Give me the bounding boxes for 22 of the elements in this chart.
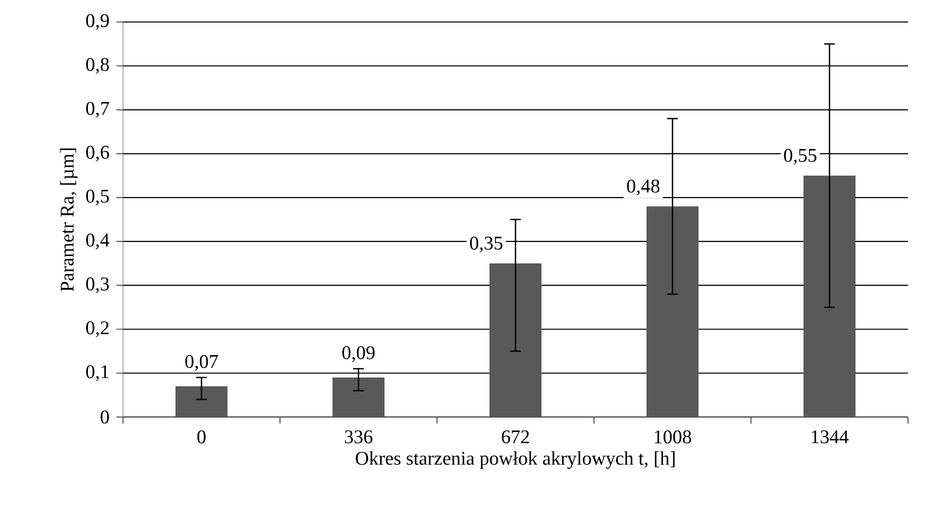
x-axis-title: Okres starzenia powłok akrylowych t, [h] <box>356 451 675 469</box>
x-tick-label: 1008 <box>654 430 692 444</box>
y-tick-label: 0,7 <box>86 102 110 118</box>
y-tick-label: 0,2 <box>86 321 109 338</box>
y-tick-label: 0,8 <box>86 58 109 74</box>
y-tick-label: 0 <box>100 410 109 424</box>
y-tick-label: 0,4 <box>86 234 110 250</box>
x-tick-label: 0 <box>197 430 206 444</box>
x-tick-label: 336 <box>344 430 372 444</box>
x-tick-label: 1344 <box>812 430 849 444</box>
data-label: 0,55 <box>784 148 816 165</box>
data-label: 0,09 <box>342 346 375 362</box>
y-tick-label: 0,3 <box>86 277 109 294</box>
data-label: 0,35 <box>470 236 502 252</box>
data-label: 0,48 <box>627 180 660 196</box>
y-tick-label: 0,1 <box>86 365 108 382</box>
data-label: 0,07 <box>185 354 218 371</box>
y-tick-label: 0,9 <box>86 14 109 30</box>
y-tick-label: 0,5 <box>86 190 109 206</box>
x-tick-label: 672 <box>502 430 529 444</box>
y-tick-label: 0,6 <box>86 146 110 162</box>
y-axis-title: Parametr Ra, [µm] <box>60 148 78 292</box>
